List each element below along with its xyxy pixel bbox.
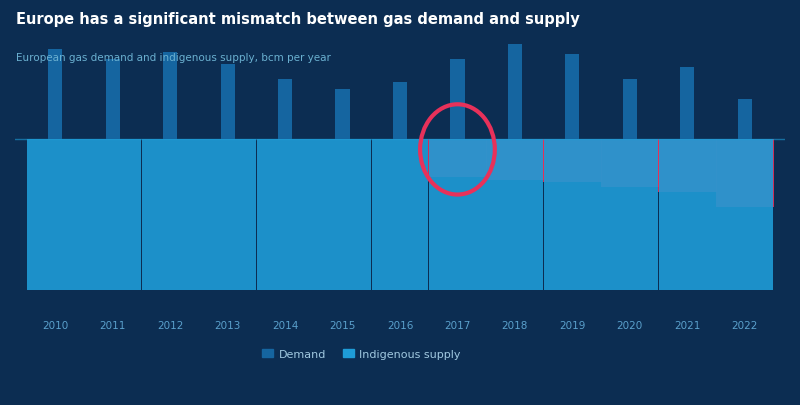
Bar xyxy=(486,140,543,290)
Bar xyxy=(738,100,752,140)
Bar xyxy=(602,140,658,290)
Bar xyxy=(163,53,178,140)
Bar xyxy=(48,50,62,140)
Bar xyxy=(221,65,234,140)
Text: Europe has a significant mismatch between gas demand and supply: Europe has a significant mismatch betwee… xyxy=(16,12,580,27)
Bar xyxy=(371,140,429,290)
Bar xyxy=(106,60,120,140)
Bar xyxy=(658,140,717,192)
Bar xyxy=(199,140,256,290)
Bar xyxy=(26,140,84,290)
Bar xyxy=(428,140,486,177)
Bar xyxy=(566,55,579,140)
Bar xyxy=(716,140,774,290)
Bar xyxy=(622,80,637,140)
Bar xyxy=(314,140,371,290)
Bar xyxy=(450,60,465,140)
Bar xyxy=(486,140,544,180)
Bar xyxy=(680,68,694,140)
Bar xyxy=(601,140,659,188)
Bar xyxy=(257,140,314,290)
Legend: Demand, Indigenous supply: Demand, Indigenous supply xyxy=(258,345,466,364)
Bar xyxy=(335,90,350,140)
Bar xyxy=(142,140,198,290)
Bar xyxy=(278,80,292,140)
Bar xyxy=(84,140,141,290)
Bar xyxy=(508,45,522,140)
Bar xyxy=(393,83,407,140)
Bar xyxy=(429,140,486,290)
Text: European gas demand and indigenous supply, bcm per year: European gas demand and indigenous suppl… xyxy=(16,53,331,63)
Bar xyxy=(543,140,602,183)
Bar xyxy=(544,140,601,290)
Bar xyxy=(659,140,716,290)
Bar xyxy=(715,140,774,208)
